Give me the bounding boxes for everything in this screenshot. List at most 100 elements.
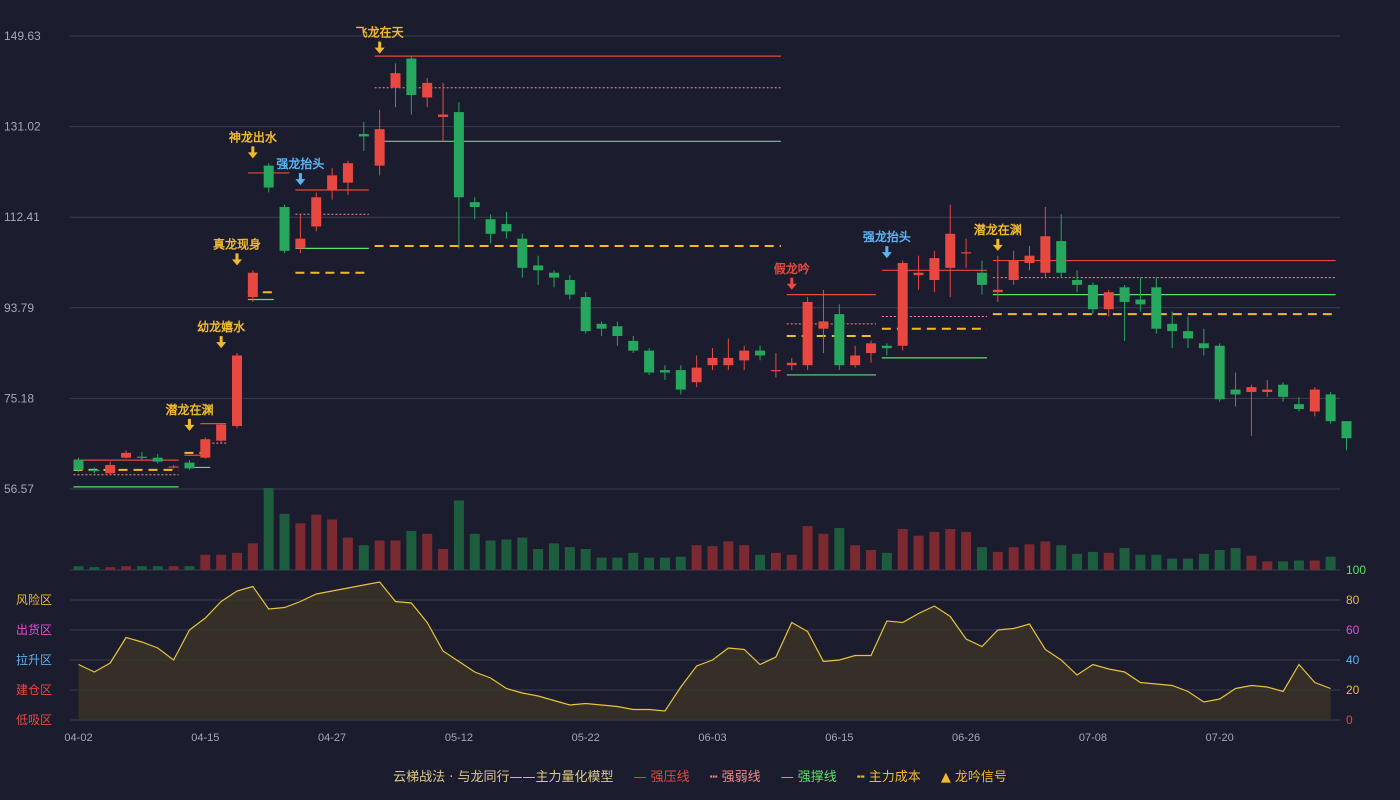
volume-bar (1087, 551, 1098, 570)
legend-item-support: — 强撑线 (780, 770, 837, 785)
candle-body (1198, 343, 1209, 349)
volume-bar (390, 540, 401, 570)
candle-body (628, 340, 639, 351)
volume-bar (232, 552, 242, 570)
volume-bar (723, 541, 734, 570)
candle-body (1293, 404, 1304, 410)
volume-bar (1103, 552, 1114, 570)
volume-bar (311, 514, 322, 570)
candle-body (770, 370, 781, 372)
volume-bar (739, 545, 750, 570)
candle-body (818, 321, 829, 329)
candle-body (1183, 331, 1193, 339)
candle-body (184, 462, 195, 469)
osc-zone-label: 拉升区 (16, 652, 52, 667)
candle-body (327, 175, 338, 190)
volume-bar (945, 529, 956, 570)
signal-arrow-icon (184, 418, 195, 431)
signal-label: 潜龙在渊 (165, 402, 213, 417)
candle-body (1341, 421, 1352, 439)
signal-arrow-icon (295, 173, 306, 186)
x-tick-label: 07-20 (1206, 732, 1234, 744)
legend-item-cost: ╍ 主力成本 (856, 770, 921, 785)
volume-bar (786, 554, 797, 570)
candle-body (533, 265, 544, 271)
candle-body (1135, 299, 1146, 305)
volume-bar (961, 531, 972, 570)
volume-bar (327, 519, 338, 570)
volume-bar (121, 566, 132, 570)
candle-body (802, 301, 813, 366)
candle-body (279, 207, 290, 251)
candle-body (945, 233, 956, 268)
volume-bar (1183, 558, 1193, 570)
signal-label: 真龙现身 (213, 236, 261, 251)
x-tick-label: 07-08 (1079, 732, 1107, 744)
volume-bar (1056, 545, 1067, 570)
volume-bar (1230, 548, 1241, 570)
candle-body (739, 350, 750, 361)
volume-bar (1024, 544, 1035, 570)
volume-bar (1278, 561, 1289, 570)
volume-bar (818, 533, 829, 570)
candle-body (1103, 292, 1114, 310)
candle-body (1040, 236, 1051, 273)
x-tick-label: 05-22 (572, 732, 600, 744)
osc-tick-label: 80 (1346, 593, 1360, 607)
volume-bar (549, 543, 559, 570)
candle-body (691, 367, 702, 383)
volume-bar (485, 540, 496, 570)
candle-body (1072, 280, 1083, 285)
candle-body (850, 355, 861, 366)
candle-body (1246, 387, 1257, 392)
volume-bar (897, 529, 908, 570)
candle-body (263, 165, 274, 188)
signal-arrow-icon (216, 336, 227, 349)
signal-arrow-icon (247, 146, 258, 159)
osc-zone-label: 出货区 (16, 622, 52, 637)
volume-bar (802, 526, 813, 570)
osc-tick-label: 0 (1346, 713, 1353, 727)
volume-bar (1214, 549, 1225, 570)
volume-bar (1293, 560, 1304, 570)
volume-bar (184, 566, 195, 570)
volume-bar (1325, 556, 1336, 570)
candle-body (707, 357, 718, 366)
volume-bar (1246, 555, 1257, 570)
volume-bar (469, 533, 480, 570)
volume-bar (1151, 554, 1162, 570)
candle-body (1230, 389, 1241, 395)
candle-body (897, 262, 908, 346)
candle-body (834, 314, 845, 366)
signal-label: 假龙吟 (774, 261, 810, 276)
volume-bar (834, 528, 845, 570)
price-tick-label: 93.79 (4, 301, 34, 315)
volume-bar (850, 545, 861, 570)
volume-bar (1135, 554, 1146, 570)
candle-body (168, 466, 179, 468)
candle-body (1056, 241, 1067, 273)
candle-body (580, 297, 591, 332)
volume-bar (105, 567, 116, 570)
candle-body (105, 465, 116, 474)
volume-bar (596, 557, 607, 570)
signal-arrow-icon (992, 238, 1003, 251)
candle-body (1325, 394, 1336, 422)
volume-bar (216, 554, 227, 570)
candle-body (929, 258, 940, 281)
signal-label: 神龙出水 (229, 129, 278, 144)
candle-body (232, 355, 242, 427)
candle-body (1278, 384, 1289, 397)
volume-bar (1167, 558, 1178, 570)
volume-bar (770, 552, 781, 570)
x-tick-label: 06-26 (952, 732, 980, 744)
volume-bar (659, 557, 670, 570)
candle-body (659, 370, 670, 373)
candle-body (612, 326, 623, 337)
candle-body (374, 129, 385, 166)
candle-body (501, 224, 512, 232)
volume-bar (707, 546, 718, 570)
candle-body (406, 58, 417, 96)
candle-body (1309, 389, 1320, 412)
